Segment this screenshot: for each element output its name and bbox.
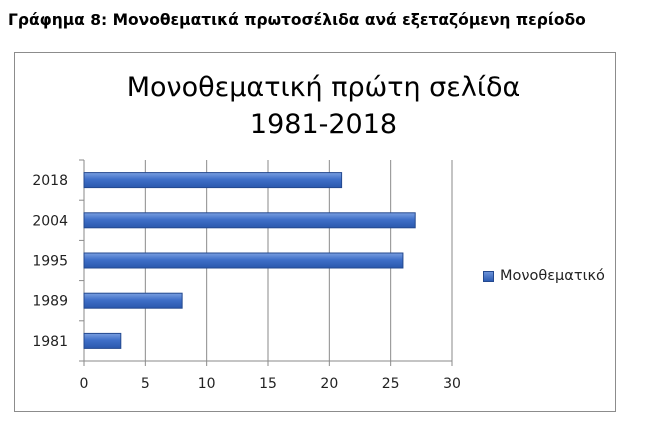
chart-area — [14, 52, 616, 412]
bar-2004 — [83, 212, 416, 229]
figure-caption: Γράφημα 8: Μονοθεματικά πρωτοσέλιδα ανά … — [8, 11, 586, 29]
chart-title-line2: 1981-2018 — [249, 109, 398, 140]
chart-legend: Μονοθεματικό — [483, 268, 605, 284]
y-tick-label: 2004 — [32, 213, 68, 229]
x-tick-label: 0 — [80, 376, 89, 392]
legend-swatch — [483, 270, 494, 282]
x-tick-label: 15 — [259, 376, 277, 392]
legend-label: Μονοθεματικό — [500, 268, 605, 284]
y-tick-label: 1989 — [32, 294, 68, 310]
y-tick-label: 1995 — [32, 254, 68, 270]
bar-1995 — [83, 252, 404, 269]
y-tick-label: 2018 — [32, 173, 68, 189]
bar-1989 — [83, 292, 183, 309]
x-tick-label: 10 — [198, 376, 216, 392]
x-tick-label: 30 — [443, 376, 461, 392]
bar-2018 — [83, 172, 343, 189]
bar-1981 — [83, 332, 122, 349]
x-tick-label: 25 — [382, 376, 400, 392]
chart-title-line1: Μονοθεματική πρώτη σελίδα — [126, 72, 521, 103]
x-tick-label: 20 — [320, 376, 338, 392]
x-tick-label: 5 — [141, 376, 150, 392]
y-tick-label: 1981 — [32, 334, 68, 350]
